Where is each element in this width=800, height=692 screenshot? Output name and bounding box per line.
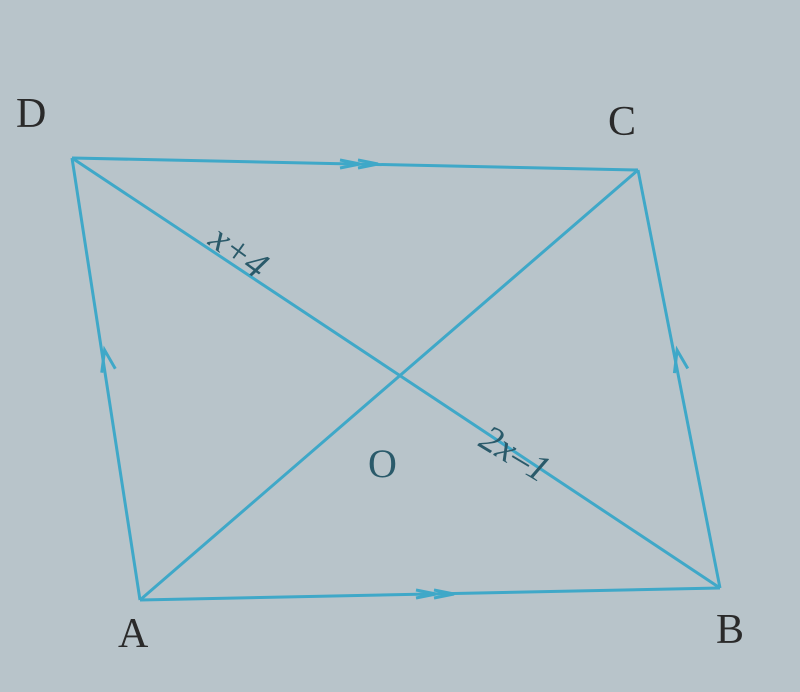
edge-BC bbox=[638, 170, 720, 588]
vertex-label-C: C bbox=[608, 98, 636, 146]
vertex-label-B: B bbox=[716, 606, 744, 654]
vertex-label-A: A bbox=[118, 610, 148, 658]
edge-AD bbox=[72, 158, 140, 600]
geometry-svg bbox=[0, 0, 800, 692]
parallelogram-diagram: D C A B O x+4 2x–1 bbox=[0, 0, 800, 692]
center-label-O: O bbox=[368, 440, 397, 487]
vertex-label-D: D bbox=[16, 90, 46, 138]
diagonal-DB bbox=[72, 158, 720, 588]
